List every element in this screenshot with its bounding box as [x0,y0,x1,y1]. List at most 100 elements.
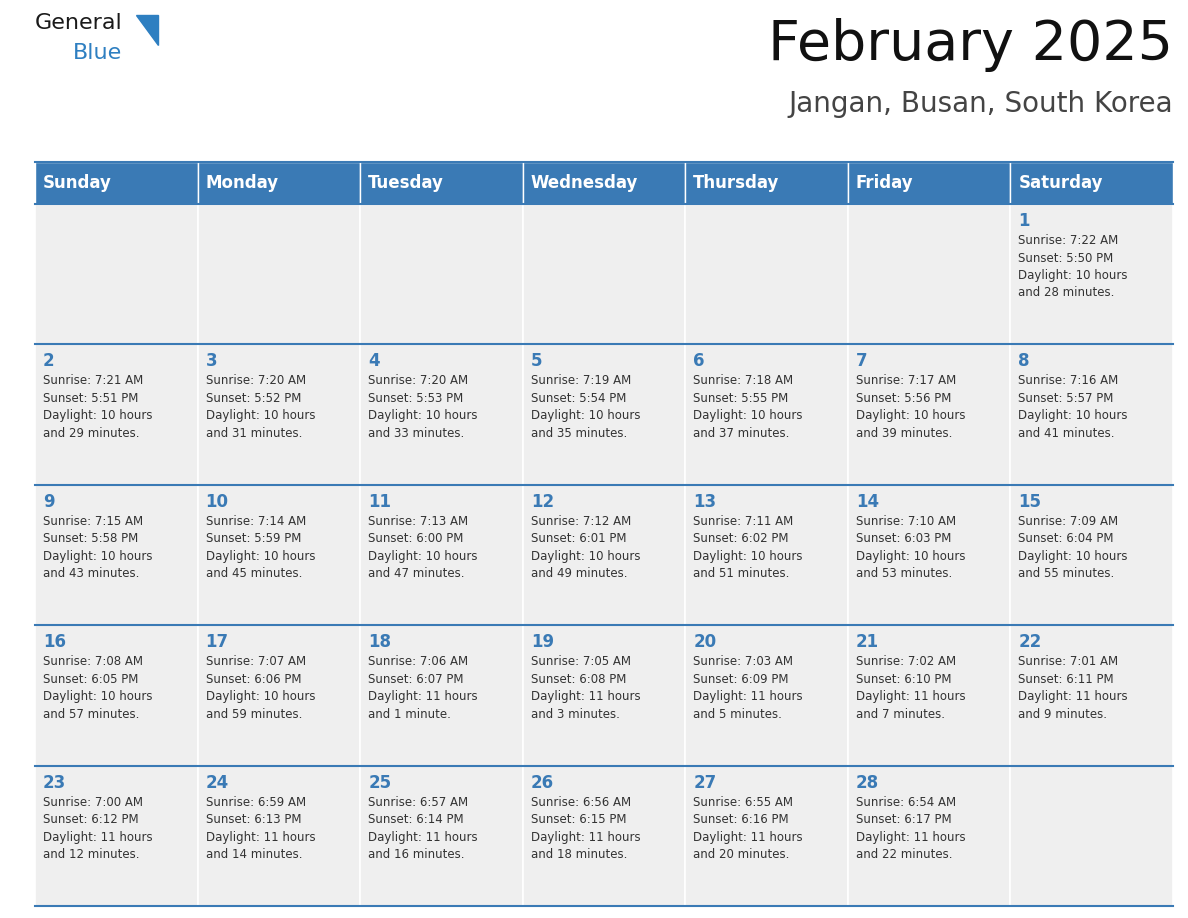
Text: Sunrise: 7:01 AM
Sunset: 6:11 PM
Daylight: 11 hours
and 9 minutes.: Sunrise: 7:01 AM Sunset: 6:11 PM Dayligh… [1018,655,1129,721]
Text: Sunrise: 7:10 AM
Sunset: 6:03 PM
Daylight: 10 hours
and 53 minutes.: Sunrise: 7:10 AM Sunset: 6:03 PM Dayligh… [855,515,966,580]
Text: Sunrise: 7:09 AM
Sunset: 6:04 PM
Daylight: 10 hours
and 55 minutes.: Sunrise: 7:09 AM Sunset: 6:04 PM Dayligh… [1018,515,1127,580]
Text: Sunrise: 6:56 AM
Sunset: 6:15 PM
Daylight: 11 hours
and 18 minutes.: Sunrise: 6:56 AM Sunset: 6:15 PM Dayligh… [531,796,640,861]
Text: 5: 5 [531,353,542,370]
Bar [360,485,523,625]
Bar [34,344,197,485]
Text: Sunrise: 7:06 AM
Sunset: 6:07 PM
Daylight: 11 hours
and 1 minute.: Sunrise: 7:06 AM Sunset: 6:07 PM Dayligh… [368,655,478,721]
Text: 12: 12 [531,493,554,510]
Text: 21: 21 [855,633,879,651]
Bar [197,162,360,204]
Text: Friday: Friday [855,174,914,192]
Bar [685,162,848,204]
Text: General: General [34,13,122,33]
Bar [523,204,685,344]
Text: 3: 3 [206,353,217,370]
Bar [1011,625,1173,766]
Text: 14: 14 [855,493,879,510]
Bar [685,766,848,906]
Text: Sunrise: 7:02 AM
Sunset: 6:10 PM
Daylight: 11 hours
and 7 minutes.: Sunrise: 7:02 AM Sunset: 6:10 PM Dayligh… [855,655,966,721]
Text: 1: 1 [1018,212,1030,230]
Text: 2: 2 [43,353,55,370]
Bar [197,344,360,485]
Text: 23: 23 [43,774,67,791]
Bar [34,204,197,344]
Text: 11: 11 [368,493,391,510]
Bar [1011,204,1173,344]
Bar [523,485,685,625]
Text: 16: 16 [43,633,67,651]
Text: Sunrise: 7:07 AM
Sunset: 6:06 PM
Daylight: 10 hours
and 59 minutes.: Sunrise: 7:07 AM Sunset: 6:06 PM Dayligh… [206,655,315,721]
Text: February 2025: February 2025 [767,18,1173,72]
Text: Sunrise: 7:00 AM
Sunset: 6:12 PM
Daylight: 11 hours
and 12 minutes.: Sunrise: 7:00 AM Sunset: 6:12 PM Dayligh… [43,796,152,861]
Text: Saturday: Saturday [1018,174,1102,192]
Text: Sunrise: 7:05 AM
Sunset: 6:08 PM
Daylight: 11 hours
and 3 minutes.: Sunrise: 7:05 AM Sunset: 6:08 PM Dayligh… [531,655,640,721]
Text: 27: 27 [694,774,716,791]
Text: Tuesday: Tuesday [368,174,444,192]
Bar [523,344,685,485]
Bar [360,625,523,766]
Bar [34,625,197,766]
Bar [360,344,523,485]
Text: 20: 20 [694,633,716,651]
Text: Sunrise: 7:14 AM
Sunset: 5:59 PM
Daylight: 10 hours
and 45 minutes.: Sunrise: 7:14 AM Sunset: 5:59 PM Dayligh… [206,515,315,580]
Bar [1011,162,1173,204]
Bar [685,485,848,625]
Text: Sunday: Sunday [43,174,112,192]
Text: Sunrise: 7:12 AM
Sunset: 6:01 PM
Daylight: 10 hours
and 49 minutes.: Sunrise: 7:12 AM Sunset: 6:01 PM Dayligh… [531,515,640,580]
Text: 6: 6 [694,353,704,370]
Bar [848,344,1011,485]
Bar [34,162,197,204]
Text: Monday: Monday [206,174,279,192]
Text: 18: 18 [368,633,391,651]
Bar [848,766,1011,906]
Bar [848,162,1011,204]
Bar [848,204,1011,344]
Text: 10: 10 [206,493,228,510]
Bar [685,344,848,485]
Bar [34,766,197,906]
Bar [1011,766,1173,906]
Bar [523,162,685,204]
Text: Sunrise: 7:08 AM
Sunset: 6:05 PM
Daylight: 10 hours
and 57 minutes.: Sunrise: 7:08 AM Sunset: 6:05 PM Dayligh… [43,655,152,721]
Text: 4: 4 [368,353,380,370]
Text: 22: 22 [1018,633,1042,651]
Text: Sunrise: 7:15 AM
Sunset: 5:58 PM
Daylight: 10 hours
and 43 minutes.: Sunrise: 7:15 AM Sunset: 5:58 PM Dayligh… [43,515,152,580]
Bar [34,485,197,625]
Text: Sunrise: 7:22 AM
Sunset: 5:50 PM
Daylight: 10 hours
and 28 minutes.: Sunrise: 7:22 AM Sunset: 5:50 PM Dayligh… [1018,234,1127,299]
Text: Sunrise: 7:18 AM
Sunset: 5:55 PM
Daylight: 10 hours
and 37 minutes.: Sunrise: 7:18 AM Sunset: 5:55 PM Dayligh… [694,375,803,440]
Bar [197,766,360,906]
Bar [848,625,1011,766]
Text: 26: 26 [531,774,554,791]
Text: 15: 15 [1018,493,1042,510]
Text: 13: 13 [694,493,716,510]
Text: Sunrise: 7:17 AM
Sunset: 5:56 PM
Daylight: 10 hours
and 39 minutes.: Sunrise: 7:17 AM Sunset: 5:56 PM Dayligh… [855,375,966,440]
Text: 7: 7 [855,353,867,370]
Text: Sunrise: 7:20 AM
Sunset: 5:52 PM
Daylight: 10 hours
and 31 minutes.: Sunrise: 7:20 AM Sunset: 5:52 PM Dayligh… [206,375,315,440]
Bar [1011,344,1173,485]
Text: 9: 9 [43,493,55,510]
Bar [523,766,685,906]
Text: Sunrise: 6:54 AM
Sunset: 6:17 PM
Daylight: 11 hours
and 22 minutes.: Sunrise: 6:54 AM Sunset: 6:17 PM Dayligh… [855,796,966,861]
Text: Sunrise: 7:13 AM
Sunset: 6:00 PM
Daylight: 10 hours
and 47 minutes.: Sunrise: 7:13 AM Sunset: 6:00 PM Dayligh… [368,515,478,580]
Text: 24: 24 [206,774,229,791]
Text: 25: 25 [368,774,391,791]
Bar [685,204,848,344]
Bar [848,485,1011,625]
Bar [1011,485,1173,625]
Text: Thursday: Thursday [694,174,779,192]
Text: 19: 19 [531,633,554,651]
Text: Sunrise: 6:59 AM
Sunset: 6:13 PM
Daylight: 11 hours
and 14 minutes.: Sunrise: 6:59 AM Sunset: 6:13 PM Dayligh… [206,796,315,861]
Text: Sunrise: 7:11 AM
Sunset: 6:02 PM
Daylight: 10 hours
and 51 minutes.: Sunrise: 7:11 AM Sunset: 6:02 PM Dayligh… [694,515,803,580]
Bar [360,162,523,204]
Polygon shape [135,15,158,45]
Bar [685,625,848,766]
Bar [360,766,523,906]
Text: Sunrise: 6:55 AM
Sunset: 6:16 PM
Daylight: 11 hours
and 20 minutes.: Sunrise: 6:55 AM Sunset: 6:16 PM Dayligh… [694,796,803,861]
Text: Sunrise: 7:03 AM
Sunset: 6:09 PM
Daylight: 11 hours
and 5 minutes.: Sunrise: 7:03 AM Sunset: 6:09 PM Dayligh… [694,655,803,721]
Text: Sunrise: 6:57 AM
Sunset: 6:14 PM
Daylight: 11 hours
and 16 minutes.: Sunrise: 6:57 AM Sunset: 6:14 PM Dayligh… [368,796,478,861]
Text: Jangan, Busan, South Korea: Jangan, Busan, South Korea [789,90,1173,118]
Bar [360,204,523,344]
Text: Sunrise: 7:21 AM
Sunset: 5:51 PM
Daylight: 10 hours
and 29 minutes.: Sunrise: 7:21 AM Sunset: 5:51 PM Dayligh… [43,375,152,440]
Text: Sunrise: 7:19 AM
Sunset: 5:54 PM
Daylight: 10 hours
and 35 minutes.: Sunrise: 7:19 AM Sunset: 5:54 PM Dayligh… [531,375,640,440]
Text: 17: 17 [206,633,229,651]
